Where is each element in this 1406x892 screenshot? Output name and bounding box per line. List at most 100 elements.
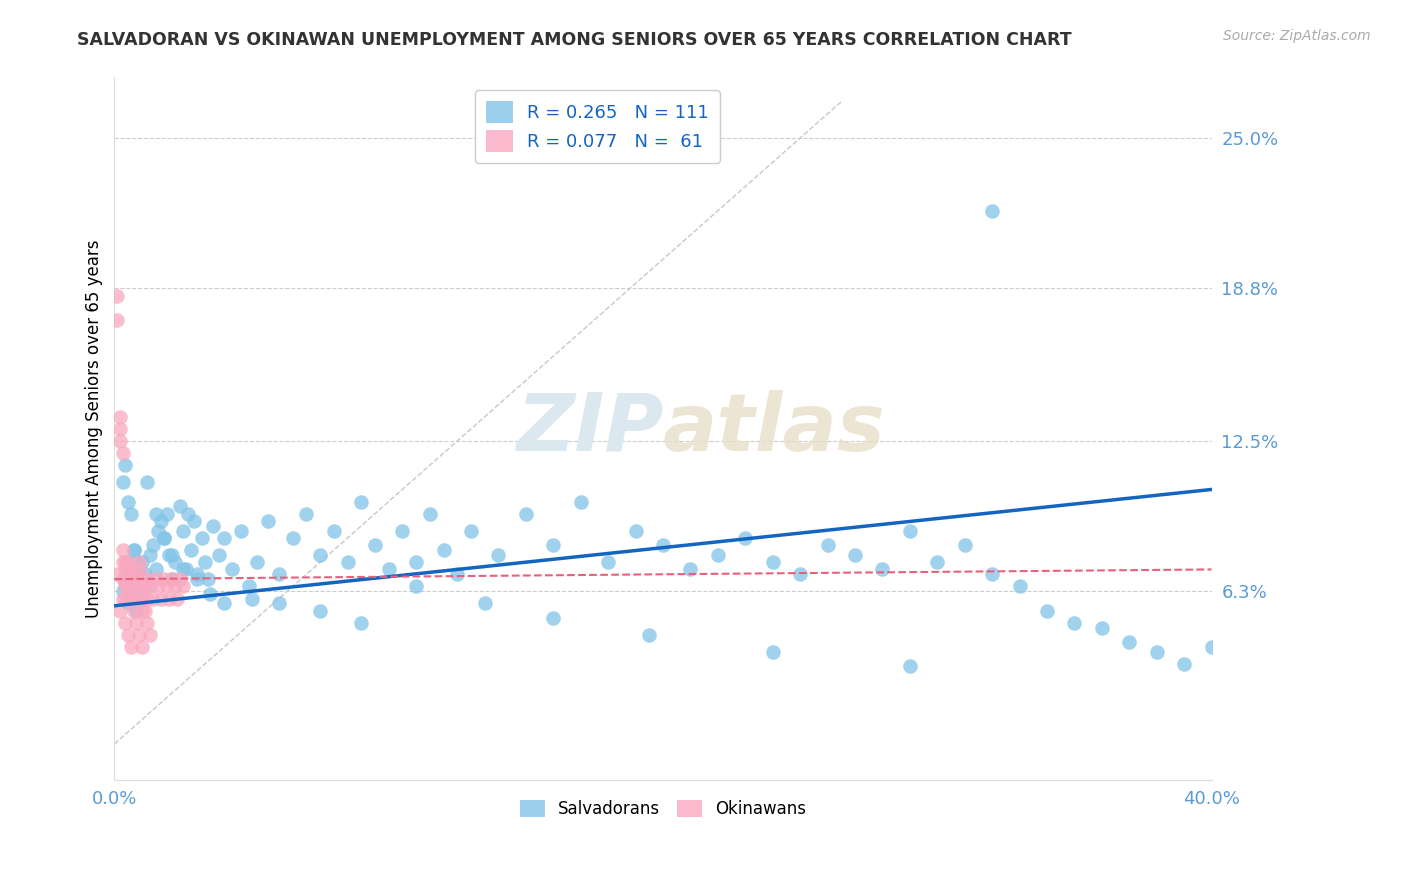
Text: atlas: atlas bbox=[664, 390, 886, 468]
Point bbox=[191, 531, 214, 545]
Point bbox=[377, 562, 399, 576]
Point bbox=[120, 572, 142, 586]
Point bbox=[419, 507, 441, 521]
Point bbox=[238, 579, 260, 593]
Point bbox=[160, 572, 183, 586]
Point bbox=[257, 514, 280, 528]
Point bbox=[598, 555, 620, 569]
Point bbox=[131, 604, 153, 618]
Point bbox=[114, 579, 136, 593]
Point bbox=[157, 591, 180, 606]
Point bbox=[1201, 640, 1223, 654]
Point bbox=[122, 604, 145, 618]
Point bbox=[157, 548, 180, 562]
Point bbox=[1091, 621, 1114, 635]
Point bbox=[148, 579, 170, 593]
Y-axis label: Unemployment Among Seniors over 65 years: Unemployment Among Seniors over 65 years bbox=[86, 240, 103, 618]
Point bbox=[152, 531, 174, 545]
Point bbox=[114, 572, 136, 586]
Point bbox=[169, 572, 191, 586]
Point bbox=[120, 579, 142, 593]
Point bbox=[114, 555, 136, 569]
Point bbox=[128, 628, 150, 642]
Point bbox=[128, 572, 150, 586]
Point bbox=[872, 562, 894, 576]
Point bbox=[117, 555, 139, 569]
Point bbox=[128, 562, 150, 576]
Point bbox=[155, 579, 177, 593]
Point bbox=[202, 518, 225, 533]
Point bbox=[762, 555, 785, 569]
Point bbox=[114, 458, 136, 473]
Point bbox=[152, 572, 174, 586]
Point bbox=[148, 524, 170, 538]
Point bbox=[172, 562, 194, 576]
Point bbox=[166, 591, 188, 606]
Point bbox=[1036, 604, 1059, 618]
Point bbox=[169, 500, 191, 514]
Point bbox=[174, 562, 197, 576]
Point bbox=[111, 446, 134, 460]
Point bbox=[136, 572, 159, 586]
Point bbox=[543, 538, 565, 552]
Point bbox=[350, 494, 373, 508]
Point bbox=[134, 604, 156, 618]
Point bbox=[281, 531, 304, 545]
Point bbox=[638, 628, 661, 642]
Point bbox=[898, 659, 921, 673]
Point bbox=[111, 591, 134, 606]
Point bbox=[111, 572, 134, 586]
Point bbox=[309, 548, 332, 562]
Point bbox=[125, 555, 148, 569]
Text: Source: ZipAtlas.com: Source: ZipAtlas.com bbox=[1223, 29, 1371, 43]
Point bbox=[122, 543, 145, 558]
Point bbox=[707, 548, 730, 562]
Point bbox=[246, 555, 269, 569]
Point bbox=[221, 562, 243, 576]
Point bbox=[486, 548, 509, 562]
Text: SALVADORAN VS OKINAWAN UNEMPLOYMENT AMONG SENIORS OVER 65 YEARS CORRELATION CHAR: SALVADORAN VS OKINAWAN UNEMPLOYMENT AMON… bbox=[77, 31, 1071, 49]
Point bbox=[391, 524, 413, 538]
Point bbox=[125, 615, 148, 630]
Point bbox=[145, 572, 167, 586]
Point bbox=[172, 524, 194, 538]
Point bbox=[186, 567, 208, 582]
Point bbox=[142, 591, 165, 606]
Point bbox=[122, 579, 145, 593]
Point bbox=[111, 584, 134, 599]
Point bbox=[108, 434, 131, 448]
Point bbox=[125, 604, 148, 618]
Point bbox=[163, 579, 186, 593]
Point bbox=[569, 494, 592, 508]
Point bbox=[134, 567, 156, 582]
Point bbox=[1063, 615, 1085, 630]
Point bbox=[128, 579, 150, 593]
Point bbox=[152, 531, 174, 545]
Point bbox=[117, 579, 139, 593]
Point bbox=[117, 567, 139, 582]
Point bbox=[927, 555, 949, 569]
Point bbox=[1146, 645, 1168, 659]
Point bbox=[981, 567, 1004, 582]
Point bbox=[163, 555, 186, 569]
Point bbox=[267, 567, 290, 582]
Point bbox=[762, 645, 785, 659]
Point bbox=[145, 562, 167, 576]
Point bbox=[139, 548, 162, 562]
Point bbox=[125, 572, 148, 586]
Point bbox=[139, 628, 162, 642]
Point bbox=[405, 579, 427, 593]
Point bbox=[142, 538, 165, 552]
Point bbox=[432, 543, 454, 558]
Point bbox=[515, 507, 537, 521]
Point bbox=[120, 507, 142, 521]
Point bbox=[128, 567, 150, 582]
Point bbox=[446, 567, 468, 582]
Point bbox=[120, 591, 142, 606]
Point bbox=[734, 531, 756, 545]
Point bbox=[350, 615, 373, 630]
Point bbox=[131, 572, 153, 586]
Point bbox=[117, 596, 139, 610]
Point bbox=[183, 514, 205, 528]
Point bbox=[136, 591, 159, 606]
